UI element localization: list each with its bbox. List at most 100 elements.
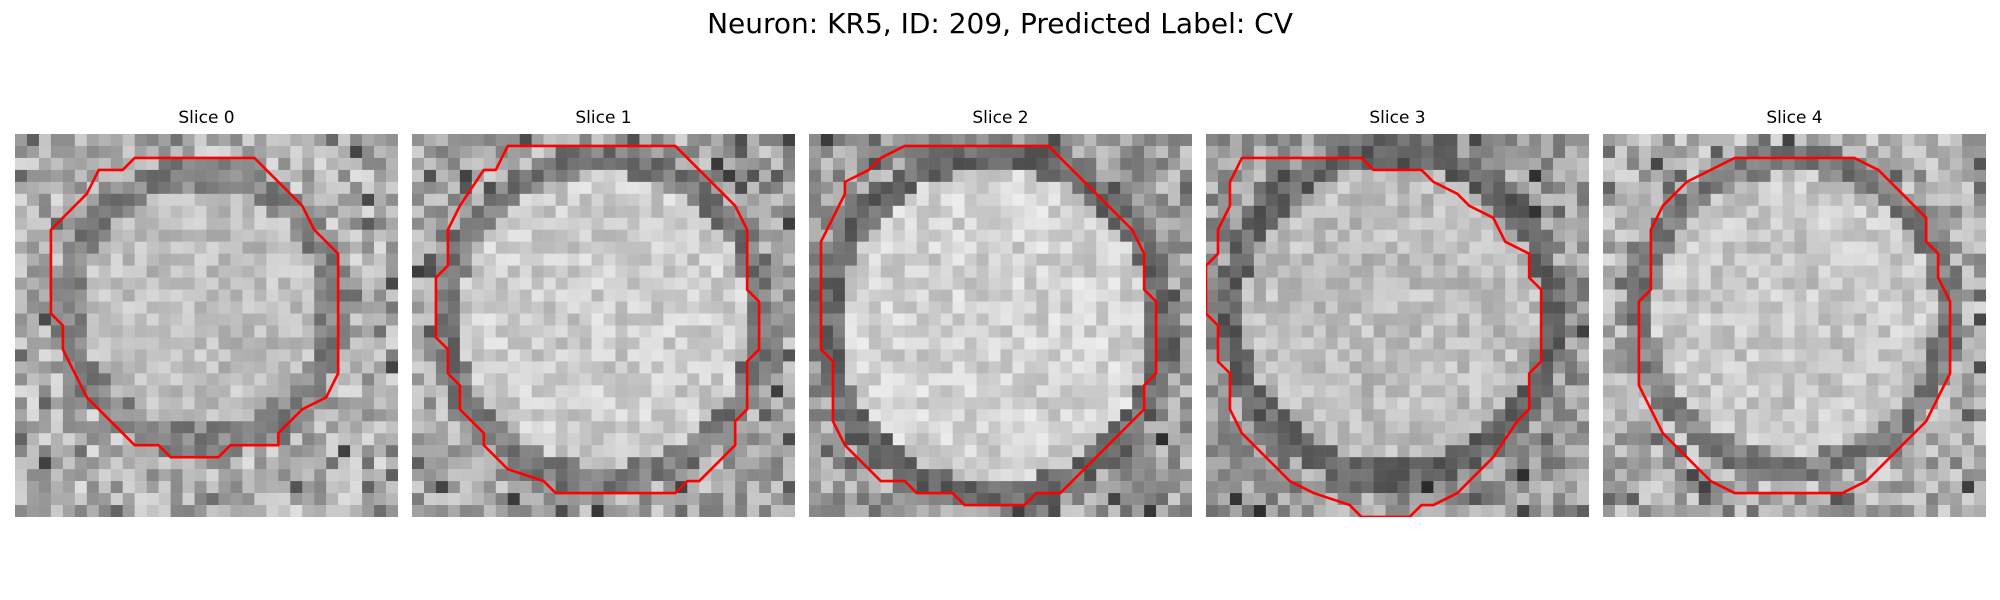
pixel [809,194,821,206]
pixel [1783,158,1795,170]
pixel [857,218,869,230]
pixel [123,194,135,206]
pixel [1890,361,1902,373]
pixel [1242,505,1254,517]
pixel [496,134,508,146]
pixel [759,337,771,349]
pixel [1902,349,1914,361]
pixel [556,397,568,409]
pixel [1326,445,1338,457]
pixel [218,230,230,242]
pixel [207,349,219,361]
pixel [544,457,556,469]
pixel [63,457,75,469]
pixel [1711,314,1723,326]
pixel [1902,218,1914,230]
pixel [1469,170,1481,182]
pixel [326,397,338,409]
pixel [520,254,532,266]
pixel [809,242,821,254]
pixel [15,361,27,373]
pixel [218,302,230,314]
pixel [1433,349,1445,361]
pixel [929,278,941,290]
pixel [1120,230,1132,242]
pixel [663,266,675,278]
pixel [711,218,723,230]
pixel [123,326,135,338]
pixel [783,290,795,302]
pixel [1278,481,1290,493]
pixel [1842,302,1854,314]
pixel [1421,218,1433,230]
pixel [1711,397,1723,409]
pixel [604,481,616,493]
pixel [386,134,398,146]
pixel [1314,481,1326,493]
pixel [1615,278,1627,290]
pixel [183,194,195,206]
pixel [75,433,87,445]
pixel [326,302,338,314]
pixel [687,505,699,517]
pixel [386,194,398,206]
pixel [520,397,532,409]
pixel [412,469,424,481]
pixel [1120,158,1132,170]
pixel [63,314,75,326]
pixel [111,433,123,445]
pixel [977,481,989,493]
pixel [520,302,532,314]
pixel [1854,266,1866,278]
pixel [1699,445,1711,457]
pixel [556,361,568,373]
pixel [1541,409,1553,421]
pixel [1866,242,1878,254]
pixel [87,146,99,158]
pixel [278,337,290,349]
pixel [1012,278,1024,290]
pixel [1469,326,1481,338]
pixel [147,194,159,206]
pixel [1278,290,1290,302]
pixel [1386,278,1398,290]
pixel [27,242,39,254]
pixel [1326,218,1338,230]
pixel [1156,158,1168,170]
pixel [1481,158,1493,170]
pixel [266,302,278,314]
pixel [290,349,302,361]
pixel [1830,385,1842,397]
pixel [568,421,580,433]
pixel [63,481,75,493]
pixel [1350,337,1362,349]
pixel [1278,230,1290,242]
pixel [242,349,254,361]
pixel [266,421,278,433]
pixel [1529,337,1541,349]
pixel [845,242,857,254]
pixel [1445,266,1457,278]
pixel [1842,230,1854,242]
pixel [1132,314,1144,326]
pixel [1529,421,1541,433]
pixel [39,457,51,469]
pixel [1409,266,1421,278]
pixel [218,385,230,397]
pixel [687,385,699,397]
pixel [1505,134,1517,146]
pixel [821,457,833,469]
pixel [1433,158,1445,170]
pixel [556,493,568,505]
pixel [99,385,111,397]
pixel [1687,302,1699,314]
pixel [1012,397,1024,409]
pixel [1036,302,1048,314]
pixel [759,290,771,302]
pixel [1230,349,1242,361]
pixel [1326,505,1338,517]
pixel [1048,170,1060,182]
pixel [1218,433,1230,445]
pixel [1950,421,1962,433]
pixel [1481,373,1493,385]
